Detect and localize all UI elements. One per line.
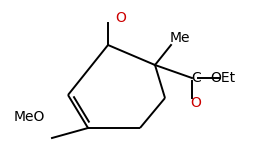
Text: O: O <box>191 96 201 110</box>
Text: C: C <box>191 71 201 85</box>
Text: O: O <box>116 11 127 25</box>
Text: OEt: OEt <box>210 71 235 85</box>
Text: Me: Me <box>170 31 190 45</box>
Text: MeO: MeO <box>14 110 45 124</box>
